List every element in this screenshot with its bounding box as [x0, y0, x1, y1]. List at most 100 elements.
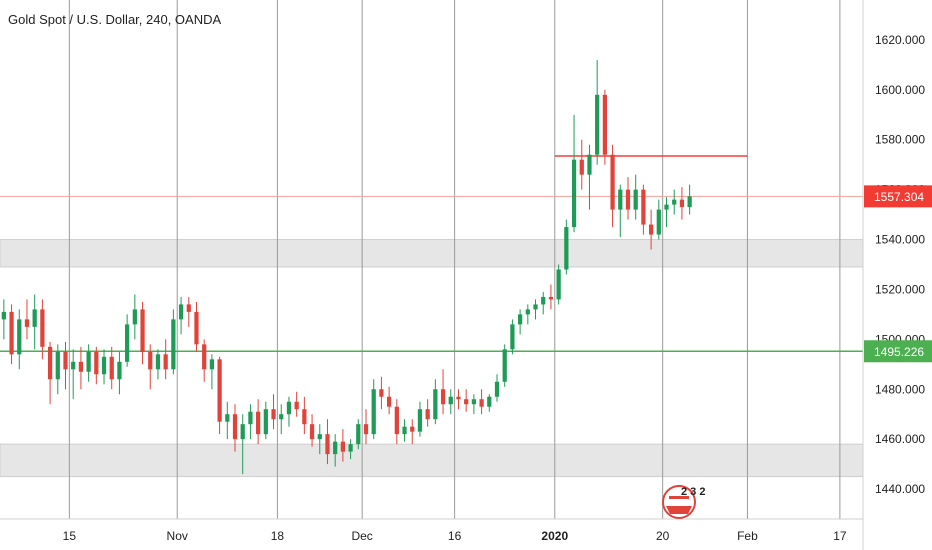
- time-axis[interactable]: 15 Nov 18 Dec 16 2020 20 Feb 17: [63, 529, 847, 543]
- candle-80: [618, 184, 623, 238]
- x-tick-label: 20: [656, 529, 670, 543]
- candle-76: [587, 144, 592, 210]
- candle-18: [140, 301, 145, 365]
- candle-38: [294, 391, 299, 417]
- candle-59: [456, 389, 461, 410]
- price-badges: 1495.226 1557.304: [864, 185, 932, 363]
- candle-37: [286, 396, 292, 427]
- candle-66: [510, 319, 515, 355]
- candle-16: [125, 314, 130, 367]
- candle-25: [194, 301, 199, 352]
- candle-40: [309, 414, 315, 447]
- candle-43: [333, 434, 338, 467]
- x-tick-label: 2020: [541, 529, 568, 543]
- candle-42: [325, 419, 330, 465]
- watermark-boat-icon: [666, 506, 692, 514]
- candle-35: [271, 394, 276, 430]
- candle-63: [487, 394, 492, 412]
- candle-53: [410, 419, 415, 445]
- candle-17: [132, 294, 137, 340]
- candle-7: [55, 344, 60, 395]
- candle-10: [78, 346, 84, 390]
- watermark-stripe-icon: [669, 496, 689, 499]
- candle-73: [564, 219, 569, 275]
- candle-23: [178, 296, 184, 335]
- candle-57: [440, 369, 446, 415]
- candle-30: [232, 404, 238, 452]
- candle-56: [433, 379, 438, 425]
- grid: [68, 0, 841, 519]
- price-axis[interactable]: 1620.0001600.0001580.0001560.0001540.000…: [875, 33, 925, 496]
- x-tick-label: 16: [448, 529, 462, 543]
- y-tick-label: 1460.000: [875, 432, 925, 446]
- candle-81: [625, 177, 631, 220]
- x-tick-label: Dec: [351, 529, 372, 543]
- candle-68: [525, 304, 530, 325]
- candle-33: [256, 399, 261, 445]
- candle-4: [32, 294, 37, 350]
- candle-36: [279, 404, 284, 435]
- candle-27: [209, 354, 215, 390]
- candle-12: [94, 346, 99, 385]
- candle-62: [479, 389, 484, 415]
- candle-44: [340, 429, 346, 462]
- candle-0: [1, 299, 6, 340]
- candle-29: [225, 401, 230, 440]
- support-badge: 1495.226: [864, 340, 932, 363]
- candle-14: [109, 346, 114, 390]
- candle-86: [664, 197, 669, 228]
- candle-41: [317, 424, 322, 455]
- candle-67: [517, 309, 523, 335]
- candle-74: [571, 114, 577, 233]
- candle-60: [464, 389, 469, 412]
- y-tick-label: 1480.000: [875, 382, 925, 396]
- candle-64: [494, 374, 500, 402]
- candle-77: [595, 59, 600, 165]
- candle-61: [471, 394, 476, 415]
- candle-46: [356, 419, 361, 450]
- candle-8: [63, 341, 68, 390]
- candle-3: [24, 299, 30, 340]
- candle-85: [656, 199, 661, 240]
- x-tick-label: Feb: [737, 529, 758, 543]
- x-tick-label: 17: [833, 529, 847, 543]
- candle-19: [148, 344, 153, 390]
- y-tick-label: 1620.000: [875, 33, 925, 47]
- candle-87: [672, 189, 677, 215]
- price-zone-0[interactable]: [0, 239, 864, 268]
- watermark-logo: 2 3 2: [662, 485, 705, 519]
- candle-31: [240, 414, 245, 475]
- candle-84: [648, 209, 654, 250]
- candle-51: [394, 399, 399, 445]
- candle-11: [86, 344, 91, 382]
- candle-75: [579, 139, 584, 190]
- candle-47: [363, 409, 369, 445]
- candle-28: [217, 356, 222, 435]
- y-tick-label: 1520.000: [875, 282, 925, 296]
- candle-58: [448, 389, 453, 415]
- y-tick-label: 1440.000: [875, 482, 925, 496]
- last_price-badge: 1557.304: [864, 185, 932, 208]
- candle-49: [379, 376, 384, 410]
- chart-title: Gold Spot / U.S. Dollar, 240, OANDA: [8, 12, 221, 27]
- candle-24: [186, 296, 191, 327]
- candle-45: [348, 439, 353, 460]
- candle-2: [17, 309, 22, 370]
- price-zone-1[interactable]: [0, 443, 864, 478]
- candle-65: [502, 344, 507, 387]
- watermark-text: 2 3 2: [681, 486, 705, 498]
- candle-1: [9, 304, 14, 365]
- candle-54: [417, 401, 423, 437]
- candle-69: [533, 299, 538, 320]
- candle-83: [641, 184, 646, 235]
- candle-6: [47, 341, 53, 405]
- y-tick-label: 1580.000: [875, 133, 925, 147]
- candle-5: [40, 299, 45, 360]
- support-badge-text: 1495.226: [874, 345, 924, 359]
- candle-15: [117, 351, 122, 395]
- last_price-badge-text: 1557.304: [874, 190, 924, 204]
- candle-13: [101, 349, 107, 385]
- candle-78: [602, 89, 607, 165]
- x-tick-label: 15: [63, 529, 77, 543]
